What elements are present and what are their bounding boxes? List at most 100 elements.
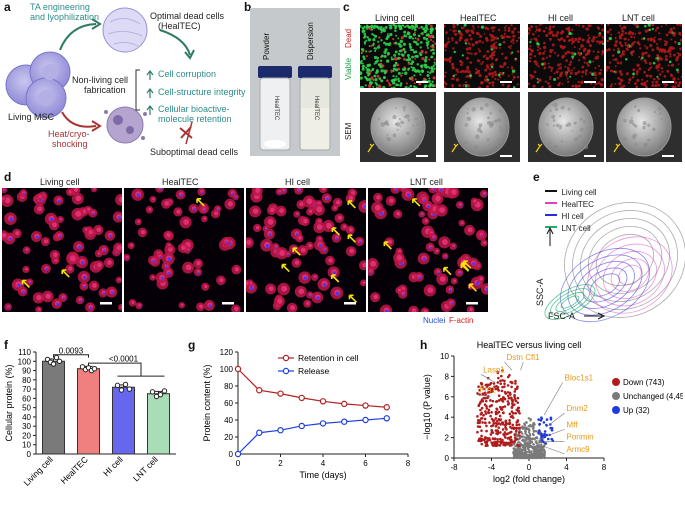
g-point [341,400,348,408]
schematic-art [5,7,195,145]
h-gene-label: Bloc1s1 [565,373,594,382]
protein-release-line-chart: 0 20 40 60 80 100 120 0 2 4 6 8 Time (days) Protein c… [202,348,411,480]
schematic-nonliving-label: Non-living cell [72,75,129,85]
f-category-label: Living cell [21,454,55,488]
c-col-healtec: HealTEC [460,13,497,23]
h-xtick: -8 [450,463,458,472]
h-gene-label: Cfl1 [525,353,540,362]
vials-art [250,8,340,156]
schematic-fabrication-label: fabrication [84,85,126,95]
panel-label-h: h [420,338,428,352]
h-xtick: 4 [564,463,569,472]
volcano-plot: HealTEC versus living cell 0 2 4 6 8 10 -8 -4 0 4 8… [422,340,683,484]
g-point [256,387,263,394]
e-xlabel: FSC-A [548,311,575,321]
c-sem-label: SEM [344,122,353,140]
schematic-suboptimal-label: Suboptimal dead cells [150,147,239,157]
schematic-panel: TA engineering and lyophilization Optima… [0,0,246,165]
panel-label-e: e [533,170,540,184]
e-axis-arrows [546,226,606,320]
e-legend-item: HI cell [545,206,597,221]
f-point [149,389,156,395]
schematic-corruption-label: Cell corruption [158,69,217,79]
g-point [362,416,369,424]
c-col-living: Living cell [375,13,415,23]
g-point [383,404,390,411]
c-col-hi: HI cell [548,13,574,23]
f-ylabel: Cellular protein (%) [4,364,14,441]
f-point [126,386,133,392]
f-category-label: LNT cell [131,454,160,483]
h-xtick: -4 [488,463,496,472]
g-legend-label: Retention in cell [298,353,359,363]
schematic-living-label: Living MSC [8,112,55,122]
h-ytick: 4 [445,413,450,422]
f-category-label: HI cell [101,454,125,478]
c-col-lnt: LNT cell [622,13,655,23]
panel-label-d: d [4,170,12,184]
g-ytick: 100 [220,365,234,374]
schematic-optimal-label: Optimal dead cells [150,11,225,21]
nuclei-factin-image [124,188,244,312]
c-dead-label: Dead [344,28,353,48]
h-ytick: 8 [445,372,450,381]
h-legend-label: Unchanged (4,459) [623,392,683,401]
h-gene-label: Mff [567,420,579,429]
g-ylabel: Protein content (%) [202,364,212,441]
f-bar [147,393,170,455]
h-title: HealTEC versus living cell [477,340,582,350]
g-ytick: 60 [224,399,233,408]
f-ytick: 30 [22,422,31,431]
h-ytick: 0 [445,454,450,463]
schematic-shocking-label: shocking [52,139,88,149]
sem-image [606,92,682,162]
viable-dead-image [360,24,436,88]
schematic-integrity-label: Cell-structure integrity [158,87,246,97]
sem-image [360,92,436,162]
h-gene-label: Dstn [507,353,523,362]
schematic-retention-sub: molecule retention [158,114,232,124]
d-col-healtec: HealTEC [162,177,199,187]
f-bar [112,386,135,455]
f-bar [42,360,65,455]
f-point [161,388,168,394]
g-ytick: 120 [220,348,234,357]
h-legend-label: Down (743) [623,378,665,387]
g-point [341,418,348,425]
g-xtick: 4 [321,459,326,468]
d-col-hi: HI cell [285,177,311,187]
f-point [91,365,98,372]
e-legend: Living cell HealTEC HI cell LNT cell [545,182,597,233]
sem-image [528,92,604,162]
f-ytick: 20 [22,431,31,440]
g-point [234,365,242,373]
h-gene-label: Armc9 [567,445,591,454]
panel-label-b: b [244,0,252,14]
h-xlabel: log2 (fold change) [493,474,565,484]
g-ytick: 80 [224,382,233,391]
schematic-ta-label: TA engineering [30,2,90,12]
d-nuclei-label: Nuclei [423,316,446,325]
g-legend-marker [282,354,290,362]
f-point [157,391,164,398]
viable-dead-image [528,24,604,88]
g-point [319,398,327,405]
schematic-optimal-sub: (HealTEC) [158,21,201,31]
panel-label-a: a [4,0,11,14]
vials-photo: Powder Dispersion HealTEC HealTEC [250,8,340,156]
g-ytick: 0 [229,450,234,459]
g-point [256,429,263,436]
f-ytick: 100 [18,357,32,366]
f-point [53,354,60,361]
g-xtick: 0 [236,459,241,468]
e-legend-item: Living cell [545,182,597,197]
g-point [319,420,327,427]
e-legend-item: LNT cell [545,218,597,233]
dispersion-label: Dispersion [306,22,315,60]
f-point [118,387,125,393]
f-ytick: 0 [27,450,32,459]
g-ytick: 20 [224,433,233,442]
f-ytick: 90 [22,367,31,376]
g-series-line [237,368,387,408]
